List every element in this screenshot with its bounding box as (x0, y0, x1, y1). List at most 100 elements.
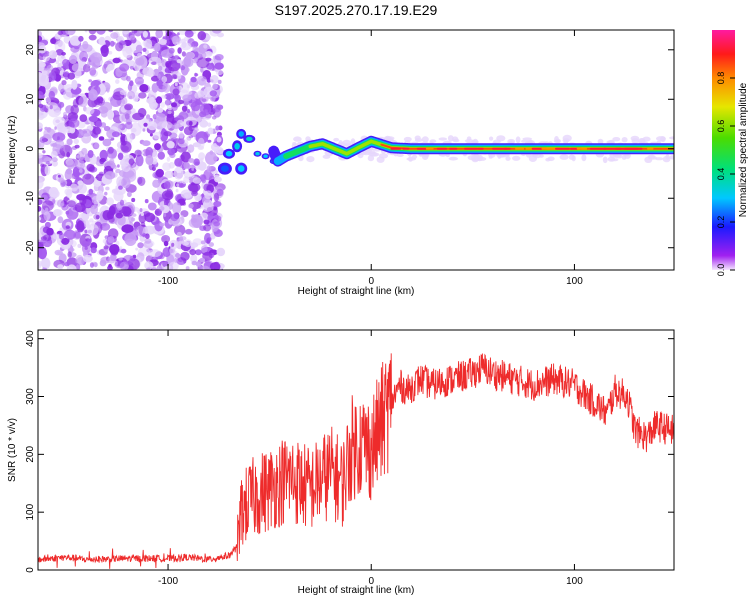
noise-speckle (57, 174, 61, 178)
noise-speckle (195, 261, 202, 267)
noise-speckle (155, 30, 163, 39)
noise-speckle (161, 190, 174, 201)
noise-speckle (57, 30, 64, 36)
noise-speckle (190, 242, 199, 248)
noise-speckle (138, 92, 147, 99)
noise-speckle (78, 35, 84, 42)
noise-speckle (195, 249, 202, 256)
background-speckle (342, 139, 352, 146)
noise-speckle (88, 89, 98, 101)
noise-speckle (179, 182, 184, 188)
noise-speckle (192, 207, 197, 212)
noise-speckle (215, 125, 220, 131)
noise-speckle (89, 262, 95, 268)
noise-speckle (194, 72, 198, 77)
noise-speckle (107, 50, 113, 55)
noise-speckle (45, 207, 49, 213)
background-speckle (660, 136, 666, 143)
noise-speckle (76, 257, 85, 266)
noise-speckle (135, 247, 139, 251)
noise-speckle (115, 42, 124, 52)
noise-speckle (105, 186, 110, 191)
noise-speckle (43, 128, 56, 139)
noise-speckle (107, 236, 115, 244)
noise-speckle (113, 190, 124, 202)
noise-speckle (201, 265, 210, 270)
noise-speckle (77, 150, 85, 161)
x-tick-label: -100 (158, 276, 178, 287)
noise-speckle (93, 142, 100, 149)
x-tick-label: 100 (566, 576, 583, 587)
noise-speckle (57, 264, 64, 269)
noise-speckle (67, 72, 76, 80)
noise-speckle (191, 190, 198, 197)
noise-speckle (144, 238, 152, 244)
y-tick-label: 300 (25, 388, 36, 405)
noise-speckle (138, 213, 147, 224)
noise-speckle (185, 30, 192, 35)
background-speckle (512, 155, 521, 161)
noise-speckle (184, 253, 190, 257)
noise-speckle (114, 260, 125, 269)
noise-speckle (158, 196, 164, 201)
noise-speckle (208, 242, 214, 247)
noise-speckle (131, 30, 138, 34)
background-speckle (654, 157, 664, 161)
noise-speckle (151, 83, 159, 93)
noise-speckle (100, 223, 111, 231)
noise-speckle (184, 194, 189, 198)
noise-speckle (119, 89, 128, 96)
noise-speckle (101, 41, 106, 46)
noise-speckle (179, 236, 187, 241)
noise-speckle (148, 263, 152, 268)
noise-speckle (43, 211, 51, 221)
background-speckle (642, 136, 651, 142)
noise-speckle (40, 163, 45, 167)
noise-speckle (204, 34, 211, 41)
noise-speckle (71, 79, 78, 90)
noise-speckle (63, 111, 67, 118)
noise-speckle (88, 115, 98, 123)
noise-speckle (151, 151, 158, 159)
noise-speckle (90, 121, 95, 127)
noise-speckle (191, 167, 195, 171)
background-speckle (665, 154, 670, 160)
noise-speckle (90, 247, 97, 254)
noise-speckle (145, 147, 154, 159)
noise-speckle (66, 160, 75, 170)
background-speckle (607, 156, 616, 162)
colorbar-tick-label: 0.4 (716, 168, 726, 181)
colorbar-tick-label: 0.2 (716, 216, 726, 229)
noise-speckle (177, 138, 185, 145)
onset-blob-core (225, 150, 233, 157)
noise-speckle (193, 130, 198, 135)
background-speckle (367, 155, 375, 162)
noise-speckle (99, 158, 105, 165)
noise-speckle (50, 38, 57, 44)
background-speckle (496, 135, 506, 142)
spectrogram-x-axis-label: Height of straight line (km) (298, 286, 415, 297)
noise-speckle (122, 30, 130, 35)
noise-speckle (144, 199, 149, 204)
noise-speckle (110, 164, 117, 169)
noise-speckle (142, 128, 146, 132)
noise-speckle (180, 251, 190, 261)
noise-speckle (79, 114, 88, 122)
noise-speckle (129, 65, 134, 70)
noise-speckle (197, 30, 207, 41)
noise-speckle (103, 245, 109, 250)
noise-speckle (54, 110, 62, 116)
noise-speckle (160, 102, 165, 108)
noise-speckle (119, 199, 125, 206)
noise-speckle (48, 50, 58, 59)
noise-speckle (146, 114, 151, 120)
noise-speckle (38, 178, 44, 189)
noise-speckle (127, 90, 135, 100)
noise-speckle (72, 98, 79, 108)
noise-speckle (84, 229, 88, 234)
noise-speckle (200, 245, 208, 254)
noise-speckle (196, 196, 202, 201)
noise-speckle (204, 51, 213, 57)
noise-speckle (77, 243, 82, 248)
